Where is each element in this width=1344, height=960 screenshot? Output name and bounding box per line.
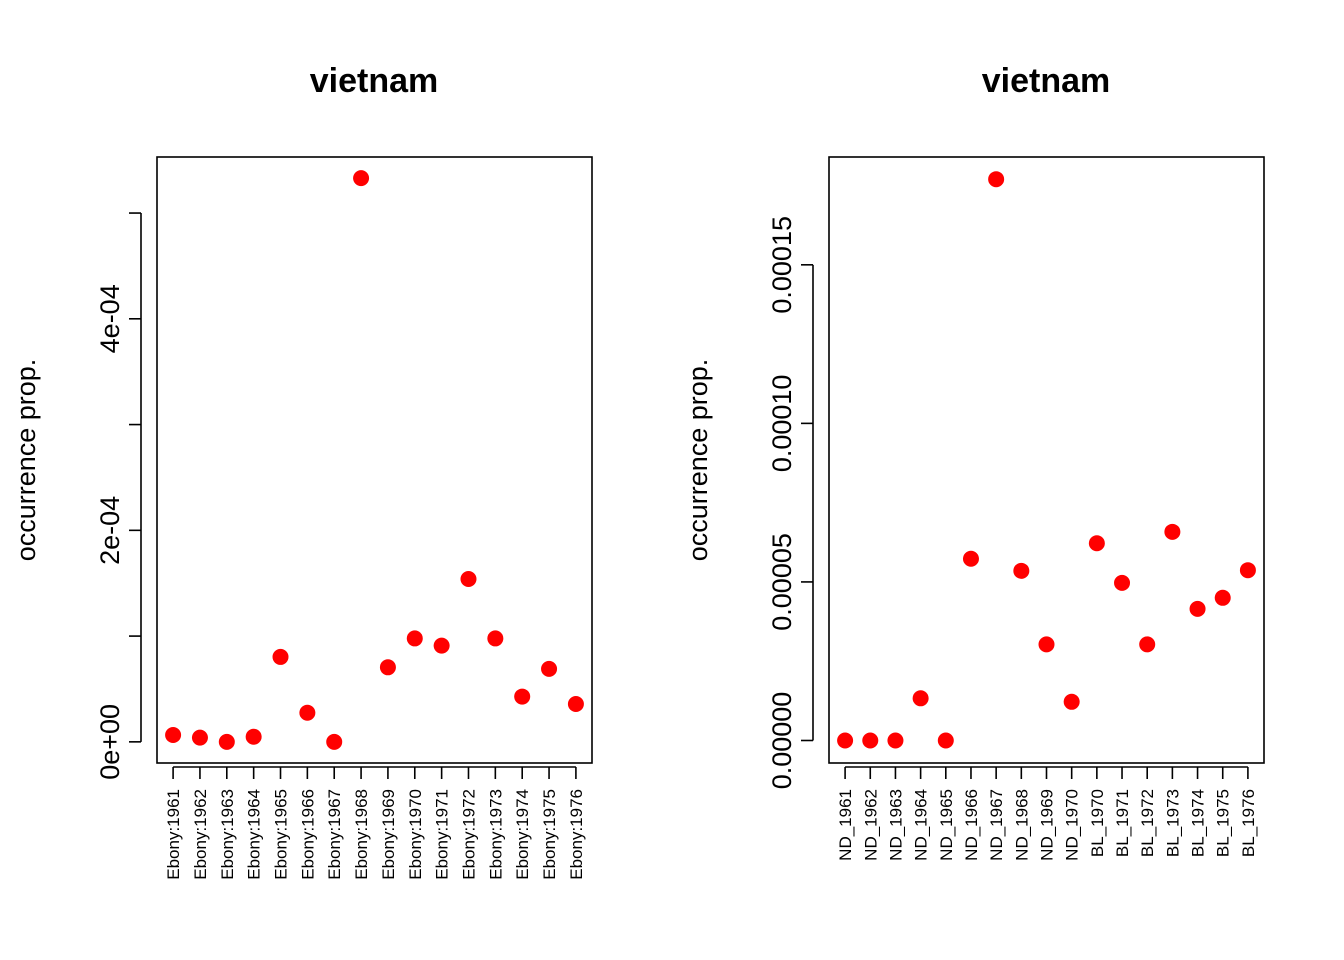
right-chart-x-tick-label: ND_1964	[912, 789, 931, 861]
right-chart-y-tick-label: 0.00010	[767, 375, 797, 473]
right-chart-data-point	[1063, 693, 1080, 710]
left-chart-y-tick-label: 0e+00	[95, 704, 125, 780]
right-chart-x-tick-label: ND_1962	[861, 789, 880, 861]
left-chart-data-point	[406, 630, 423, 647]
right-chart-data-point	[988, 171, 1005, 188]
left-chart-x-tick-label: Ebony:1974	[513, 789, 532, 880]
right-chart-data-point	[1164, 523, 1181, 540]
left-chart-data-point	[460, 570, 477, 587]
left-chart-data-point	[191, 729, 208, 746]
right-chart-data-point	[1013, 562, 1030, 579]
right-chart-data-point	[1214, 589, 1231, 606]
left-chart-x-tick-label: Ebony:1966	[298, 789, 317, 880]
left-chart-y-axis: 0e+00 2e-04 4e-04	[95, 212, 142, 780]
left-chart-data-point	[218, 733, 235, 750]
right-chart-y-axis: 0.00000 0.00005 0.00010 0.00015	[767, 216, 814, 790]
left-chart-data-point	[541, 660, 558, 677]
left-chart-data-point	[299, 704, 316, 721]
left-chart-points	[165, 170, 584, 750]
right-chart-x-tick-label: ND_1963	[886, 789, 905, 861]
right-chart-data-point	[1088, 535, 1105, 552]
left-chart-data-point	[353, 170, 370, 187]
right-chart-y-tick-label: 0.00005	[767, 533, 797, 631]
right-chart-points	[837, 171, 1256, 749]
right-chart-x-tick-label: BL_1976	[1239, 789, 1258, 857]
left-chart-x-tick-label: Ebony:1962	[191, 789, 210, 880]
left-chart-data-point	[514, 688, 531, 705]
right-chart-x-tick-label: BL_1970	[1088, 789, 1107, 857]
right-chart-x-tick-label: ND_1967	[987, 789, 1006, 861]
right-chart-x-tick-label: ND_1961	[836, 789, 855, 861]
right-chart-data-point	[1189, 600, 1206, 617]
left-chart-x-tick-label: Ebony:1963	[218, 789, 237, 880]
right-chart-data-point	[962, 550, 979, 567]
right-chart-data-point	[1239, 562, 1256, 579]
left-chart-x-tick-label: Ebony:1961	[164, 789, 183, 880]
right-chart-data-point	[1139, 636, 1156, 653]
right-chart-data-point	[837, 732, 854, 749]
left-chart-x-tick-label: Ebony:1969	[379, 789, 398, 880]
right-chart-data-point	[1114, 574, 1131, 591]
right-chart-x-tick-label: BL_1973	[1163, 789, 1182, 857]
left-chart-data-point	[567, 695, 584, 712]
left-chart-data-point	[433, 637, 450, 654]
right-chart-data-point	[1038, 636, 1055, 653]
right-chart-x-tick-label: BL_1972	[1138, 789, 1157, 857]
left-chart-x-tick-label: Ebony:1972	[459, 789, 478, 880]
left-chart-panel: vietnam occurrence prop. 0e+00 2e-04 4e-04…	[11, 62, 593, 880]
right-chart-y-axis-label: occurrence prop.	[683, 359, 713, 562]
right-chart-x-tick-label: BL_1971	[1113, 789, 1132, 857]
left-chart-x-tick-label: Ebony:1970	[406, 789, 425, 880]
left-chart-data-point	[272, 648, 289, 665]
right-chart-x-tick-label: ND_1968	[1012, 789, 1031, 861]
left-chart-data-point	[245, 728, 262, 745]
left-chart-x-tick-label: Ebony:1971	[433, 789, 452, 880]
right-chart-data-point	[887, 732, 904, 749]
left-chart-y-tick-label: 4e-04	[95, 284, 125, 353]
left-chart-y-axis-label: occurrence prop.	[11, 359, 41, 562]
left-chart-x-tick-label: Ebony:1964	[245, 789, 264, 880]
left-chart-data-point	[326, 733, 343, 750]
left-chart-x-tick-label: Ebony:1976	[567, 789, 586, 880]
left-chart-y-tick-label: 2e-04	[95, 496, 125, 565]
right-chart-plot-frame	[828, 156, 1265, 764]
left-chart-plot-frame	[156, 156, 593, 764]
left-chart-x-tick-label: Ebony:1967	[325, 789, 344, 880]
right-chart-data-point	[862, 732, 879, 749]
right-chart-title: vietnam	[982, 62, 1111, 100]
left-chart-x-tick-label: Ebony:1973	[486, 789, 505, 880]
left-chart-data-point	[379, 659, 396, 676]
right-chart-x-tick-label: BL_1974	[1189, 789, 1208, 857]
right-chart-x-tick-label: ND_1966	[962, 789, 981, 861]
right-chart-data-point	[912, 690, 929, 707]
left-chart-x-axis: Ebony:1961 Ebony:1962 Ebony:1963 Ebony:1964…	[164, 766, 586, 880]
right-chart-data-point	[937, 732, 954, 749]
left-chart-x-tick-label: Ebony:1975	[540, 789, 559, 880]
right-chart-x-axis: ND_1961 ND_1962 ND_1963 ND_1964 ND_1965 ND_19…	[836, 766, 1258, 861]
right-chart-x-tick-label: ND_1969	[1038, 789, 1057, 861]
right-chart-y-tick-label: 0.00000	[767, 692, 797, 790]
right-chart-x-tick-label: ND_1970	[1063, 789, 1082, 861]
right-chart-panel: vietnam occurrence prop. 0.000000.000050…	[683, 62, 1265, 861]
right-chart-y-tick-label: 0.00015	[767, 216, 797, 314]
right-chart-x-tick-label: ND_1965	[937, 789, 956, 861]
left-chart-title: vietnam	[310, 62, 439, 100]
left-chart-x-tick-label: Ebony:1965	[272, 789, 291, 880]
left-chart-data-point	[165, 726, 182, 743]
left-chart-data-point	[487, 630, 504, 647]
left-chart-x-tick-label: Ebony:1968	[352, 789, 371, 880]
right-chart-x-tick-label: BL_1975	[1214, 789, 1233, 857]
